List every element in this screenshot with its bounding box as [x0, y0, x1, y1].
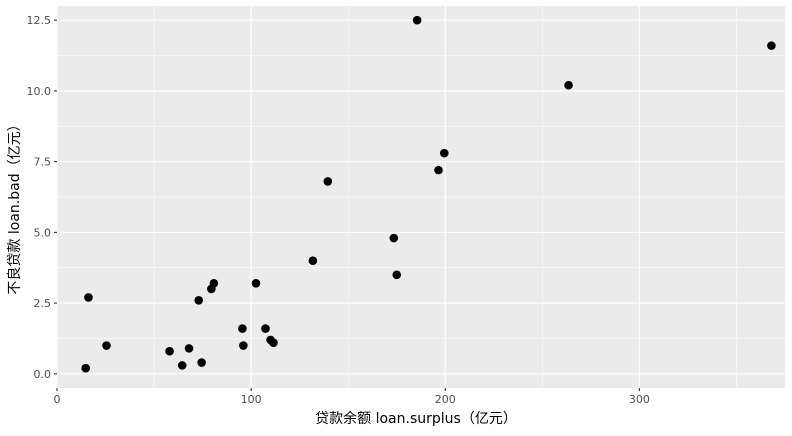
- data-point: [81, 363, 91, 373]
- y-tick-label: 10.0: [27, 85, 52, 98]
- x-axis-ticks: 0 100 200 300: [54, 388, 650, 406]
- data-point: [251, 279, 261, 288]
- data-point: [269, 338, 278, 348]
- y-tick-label: 5.0: [34, 226, 52, 239]
- data-point: [767, 41, 776, 50]
- data-point: [323, 177, 333, 186]
- data-point: [184, 344, 194, 353]
- data-point: [392, 270, 402, 280]
- data-point: [308, 256, 318, 265]
- data-point: [238, 324, 247, 333]
- y-axis-title: 不良贷款 loan.bad（亿元）: [7, 117, 23, 294]
- y-tick-label: 12.5: [27, 14, 52, 27]
- data-point: [84, 293, 93, 302]
- data-point: [261, 324, 270, 333]
- data-point: [197, 358, 206, 367]
- data-point: [434, 165, 443, 175]
- y-tick-label: 2.5: [34, 297, 52, 310]
- data-point: [209, 279, 219, 288]
- data-point: [389, 233, 399, 243]
- x-tick-label: 300: [629, 393, 650, 406]
- x-tick-label: 0: [54, 393, 61, 406]
- data-point: [439, 148, 449, 158]
- y-tick-label: 7.5: [34, 156, 52, 169]
- data-point: [102, 341, 111, 350]
- data-point: [165, 346, 174, 356]
- data-point: [194, 295, 204, 305]
- data-point: [412, 15, 422, 25]
- minor-grid: [57, 6, 785, 388]
- x-tick-label: 200: [435, 393, 456, 406]
- data-point: [177, 361, 187, 370]
- y-tick-label: 0.0: [34, 368, 52, 381]
- data-point: [564, 80, 573, 90]
- data-point: [239, 341, 248, 350]
- x-tick-label: 100: [241, 393, 262, 406]
- y-axis-ticks: 0.0 2.5 5.0 7.5 10.0 12.5: [27, 14, 57, 381]
- data-points: [81, 15, 776, 373]
- x-axis-title: 贷款余额 loan.surplus（亿元）: [315, 410, 517, 427]
